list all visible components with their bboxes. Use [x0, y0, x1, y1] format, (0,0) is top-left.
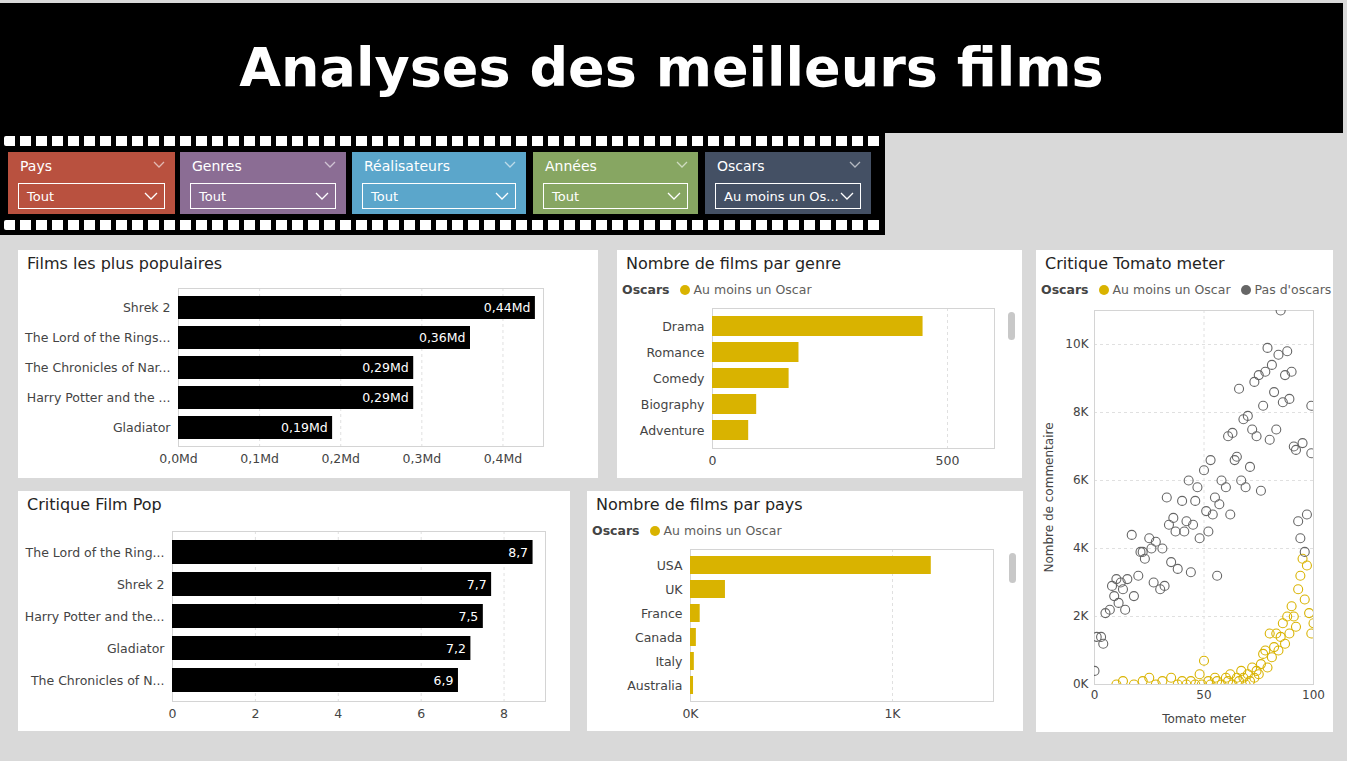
html-text:Au moins un Oscar: Au moins un Oscar [663, 523, 782, 538]
html-text:Au moins un Oscar: Au moins un Oscar [1112, 282, 1231, 297]
svg-text:0,44Md: 0,44Md [484, 300, 531, 315]
html-text:Au moins un Os...: Au moins un Os... [724, 189, 839, 204]
html-text:Nombre de films par pays: Nombre de films par pays [596, 495, 803, 514]
svg-text:Canada: Canada [635, 630, 683, 645]
svg-text:1K: 1K [884, 706, 901, 721]
svg-text:Tomato meter: Tomato meter [1161, 712, 1246, 726]
svg-text:Australia: Australia [627, 678, 682, 693]
html-text:Genres: Genres [192, 158, 242, 174]
html-text:Pays: Pays [20, 158, 52, 174]
html-text:Oscars: Oscars [717, 158, 765, 174]
html-text:Au moins un Oscar: Au moins un Oscar [693, 282, 812, 297]
svg-text:10K: 10K [1065, 337, 1089, 351]
html-text:Pas d'oscars: Pas d'oscars [1254, 282, 1332, 297]
svg-text:Harry Potter and the...: Harry Potter and the... [25, 609, 165, 624]
html-text:Années: Années [545, 158, 597, 174]
svg-text:500: 500 [936, 453, 960, 468]
html-text:Films les plus populaires: Films les plus populaires [27, 254, 223, 273]
svg-text:Harry Potter and the ...: Harry Potter and the ... [27, 390, 171, 405]
svg-text:50: 50 [1196, 688, 1211, 702]
html-text:Oscars: Oscars [622, 282, 670, 297]
svg-text:0: 0 [1091, 688, 1099, 702]
svg-text:0: 0 [169, 706, 177, 721]
svg-text:Comedy: Comedy [653, 371, 705, 386]
svg-text:6K: 6K [1073, 473, 1090, 487]
svg-text:France: France [641, 606, 683, 621]
svg-text:0K: 0K [682, 706, 699, 721]
html-text:Oscars: Oscars [1041, 282, 1089, 297]
svg-text:0,4Md: 0,4Md [484, 451, 523, 466]
svg-text:6,9: 6,9 [434, 673, 454, 688]
svg-text:The Chronicles of N...: The Chronicles of N... [30, 673, 165, 688]
svg-text:0,29Md: 0,29Md [362, 390, 409, 405]
svg-text:UK: UK [665, 582, 683, 597]
svg-text:7,2: 7,2 [446, 641, 466, 656]
svg-text:0K: 0K [1073, 677, 1090, 691]
html-text:Critique Tomato meter: Critique Tomato meter [1045, 254, 1225, 273]
svg-text:100: 100 [1302, 688, 1325, 702]
svg-text:Romance: Romance [646, 345, 704, 360]
svg-text:The Chronicles of Nar...: The Chronicles of Nar... [24, 360, 170, 375]
svg-text:8: 8 [500, 706, 508, 721]
svg-text:The Lord of the Ring...: The Lord of the Ring... [25, 545, 165, 560]
svg-text:0,19Md: 0,19Md [281, 420, 328, 435]
svg-text:Biography: Biography [641, 397, 705, 412]
svg-text:8,7: 8,7 [508, 545, 528, 560]
svg-text:USA: USA [657, 558, 683, 573]
html-text:Réalisateurs: Réalisateurs [364, 158, 450, 174]
html-text:Analyses des meilleurs films: Analyses des meilleurs films [239, 35, 1104, 99]
svg-text:6: 6 [417, 706, 425, 721]
svg-text:Nombre de commentaire: Nombre de commentaire [1042, 422, 1056, 572]
svg-text:The Lord of the Rings...: The Lord of the Rings... [24, 330, 170, 345]
svg-text:0,2Md: 0,2Md [321, 451, 360, 466]
html-text:Critique Film Pop: Critique Film Pop [27, 495, 162, 514]
html-text:Tout: Tout [199, 189, 226, 204]
svg-text:0,0Md: 0,0Md [159, 451, 198, 466]
svg-text:0,1Md: 0,1Md [240, 451, 279, 466]
svg-text:7,7: 7,7 [467, 577, 487, 592]
svg-text:2: 2 [251, 706, 259, 721]
svg-text:Shrek 2: Shrek 2 [117, 577, 165, 592]
svg-text:7,5: 7,5 [458, 609, 478, 624]
svg-text:2K: 2K [1073, 609, 1090, 623]
svg-text:0: 0 [709, 453, 717, 468]
html-text:Tout: Tout [371, 189, 398, 204]
svg-text:Adventure: Adventure [640, 423, 705, 438]
svg-text:Gladiator: Gladiator [113, 420, 171, 435]
html-text:Nombre de films par genre: Nombre de films par genre [626, 254, 842, 273]
svg-text:0,3Md: 0,3Md [403, 451, 442, 466]
svg-text:4: 4 [334, 706, 342, 721]
svg-text:Italy: Italy [655, 654, 683, 669]
html-text:Tout: Tout [552, 189, 579, 204]
svg-text:Gladiator: Gladiator [107, 641, 165, 656]
html-text:Tout: Tout [27, 189, 54, 204]
html-text:Oscars: Oscars [592, 523, 640, 538]
svg-text:Shrek 2: Shrek 2 [123, 300, 171, 315]
svg-text:8K: 8K [1073, 405, 1090, 419]
svg-text:0,36Md: 0,36Md [419, 330, 466, 345]
svg-text:4K: 4K [1073, 541, 1090, 555]
svg-text:Drama: Drama [662, 319, 704, 334]
svg-text:0,29Md: 0,29Md [362, 360, 409, 375]
